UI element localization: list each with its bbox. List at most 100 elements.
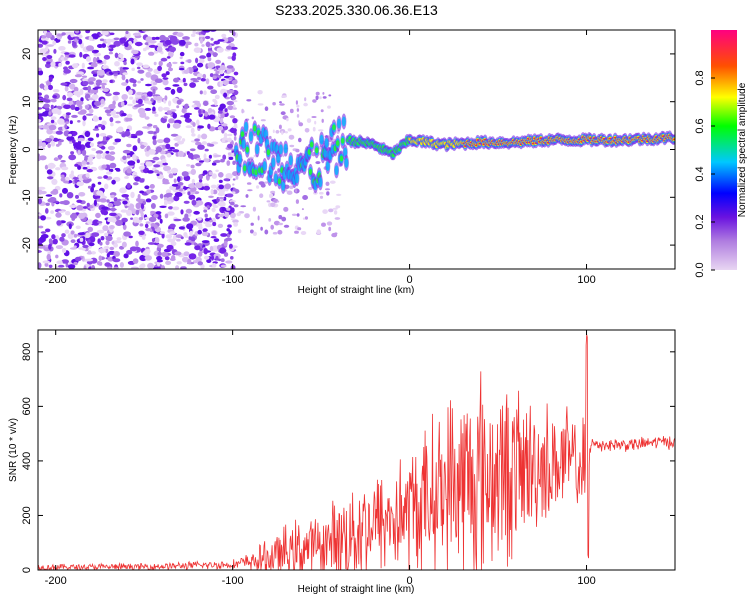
signal-core bbox=[266, 149, 271, 156]
noise-speckle bbox=[218, 201, 226, 207]
noise-speckle bbox=[164, 95, 168, 101]
noise-speckle bbox=[132, 154, 137, 160]
scatter-speckle bbox=[328, 94, 332, 97]
noise-speckle bbox=[139, 264, 145, 269]
noise-speckle bbox=[106, 176, 113, 180]
noise-speckle bbox=[167, 211, 175, 216]
noise-speckle bbox=[55, 130, 63, 135]
noise-speckle bbox=[86, 219, 94, 225]
noise-speckle bbox=[63, 180, 70, 184]
signal-core bbox=[245, 146, 250, 153]
noise-speckle bbox=[167, 149, 173, 152]
noise-speckle bbox=[192, 80, 200, 83]
noise-speckle bbox=[68, 83, 74, 89]
noise-speckle bbox=[176, 32, 184, 37]
noise-speckle bbox=[44, 94, 50, 100]
noise-speckle bbox=[212, 189, 218, 195]
noise-speckle bbox=[145, 83, 152, 87]
noise-speckle bbox=[139, 190, 145, 194]
noise-speckle bbox=[125, 30, 129, 35]
noise-speckle bbox=[90, 235, 94, 243]
noise-speckle bbox=[90, 251, 96, 255]
noise-speckle bbox=[50, 104, 54, 110]
noise-speckle bbox=[85, 105, 89, 110]
noise-speckle bbox=[86, 252, 93, 255]
noise-speckle bbox=[213, 154, 222, 158]
noise-speckle bbox=[52, 188, 59, 195]
scatter-speckle bbox=[304, 97, 307, 102]
noise-speckle bbox=[214, 94, 220, 100]
noise-speckle bbox=[191, 104, 197, 108]
noise-speckle bbox=[180, 61, 185, 65]
noise-speckle bbox=[229, 115, 236, 119]
spectrogram-y-label: Frequency (Hz) bbox=[8, 116, 19, 185]
noise-speckle bbox=[71, 63, 79, 69]
colorbar-gradient bbox=[711, 30, 737, 270]
noise-speckle bbox=[230, 255, 234, 260]
noise-speckle bbox=[190, 164, 195, 169]
noise-speckle bbox=[156, 139, 164, 144]
noise-speckle bbox=[132, 145, 138, 152]
noise-speckle bbox=[45, 228, 51, 233]
noise-speckle bbox=[103, 59, 107, 65]
noise-speckle bbox=[87, 66, 95, 70]
noise-speckle bbox=[187, 213, 192, 217]
noise-speckle bbox=[46, 44, 54, 47]
noise-speckle bbox=[67, 40, 72, 44]
noise-speckle bbox=[42, 260, 50, 264]
scatter-speckle bbox=[232, 125, 238, 129]
noise-speckle bbox=[140, 203, 145, 210]
signal-body bbox=[237, 154, 242, 164]
noise-speckle bbox=[66, 192, 74, 199]
noise-speckle bbox=[45, 138, 53, 142]
noise-speckle bbox=[112, 114, 120, 119]
noise-speckle bbox=[116, 111, 120, 115]
snr-series-line bbox=[38, 334, 675, 570]
scatter-speckle bbox=[279, 101, 282, 104]
noise-speckle bbox=[77, 120, 81, 123]
noise-speckle bbox=[67, 264, 76, 269]
noise-speckle bbox=[45, 202, 50, 206]
noise-speckle bbox=[160, 231, 165, 234]
y-tick-label: 0 bbox=[21, 146, 33, 152]
noise-speckle bbox=[109, 162, 117, 169]
noise-speckle bbox=[112, 258, 121, 263]
noise-speckle bbox=[161, 73, 167, 78]
noise-speckle bbox=[97, 176, 103, 180]
noise-speckle bbox=[203, 90, 207, 95]
noise-speckle bbox=[74, 74, 83, 78]
signal-body bbox=[273, 173, 278, 184]
noise-speckle bbox=[164, 256, 170, 261]
snr-y-ticks: 0 200 400 600 800 bbox=[21, 343, 675, 573]
noise-speckle bbox=[38, 189, 43, 195]
noise-speckle bbox=[210, 255, 215, 261]
noise-speckle bbox=[168, 118, 175, 124]
noise-speckle bbox=[152, 106, 156, 113]
noise-speckle bbox=[45, 63, 51, 69]
noise-speckle bbox=[208, 154, 212, 159]
noise-speckle bbox=[182, 77, 186, 83]
noise-speckle bbox=[117, 198, 122, 202]
scatter-speckle bbox=[331, 232, 338, 238]
noise-speckle bbox=[144, 217, 150, 220]
noise-speckle bbox=[183, 82, 188, 87]
noise-speckle bbox=[146, 189, 152, 194]
noise-speckle bbox=[125, 117, 133, 122]
noise-speckle bbox=[153, 169, 160, 174]
scatter-speckle bbox=[256, 185, 260, 189]
signal-body bbox=[278, 144, 283, 155]
noise-speckle bbox=[151, 238, 155, 243]
noise-speckle bbox=[99, 33, 103, 37]
scatter-speckle bbox=[251, 116, 254, 120]
noise-speckle bbox=[168, 67, 173, 72]
noise-speckle bbox=[212, 52, 218, 58]
noise-speckle bbox=[50, 61, 56, 68]
x-tick-label: 100 bbox=[577, 274, 595, 286]
noise-speckle bbox=[41, 234, 49, 239]
noise-speckle bbox=[210, 188, 214, 195]
noise-speckle bbox=[211, 162, 217, 166]
noise-speckle bbox=[206, 259, 212, 263]
noise-speckle bbox=[215, 70, 221, 74]
noise-speckle bbox=[113, 240, 122, 244]
noise-speckle bbox=[169, 185, 177, 191]
